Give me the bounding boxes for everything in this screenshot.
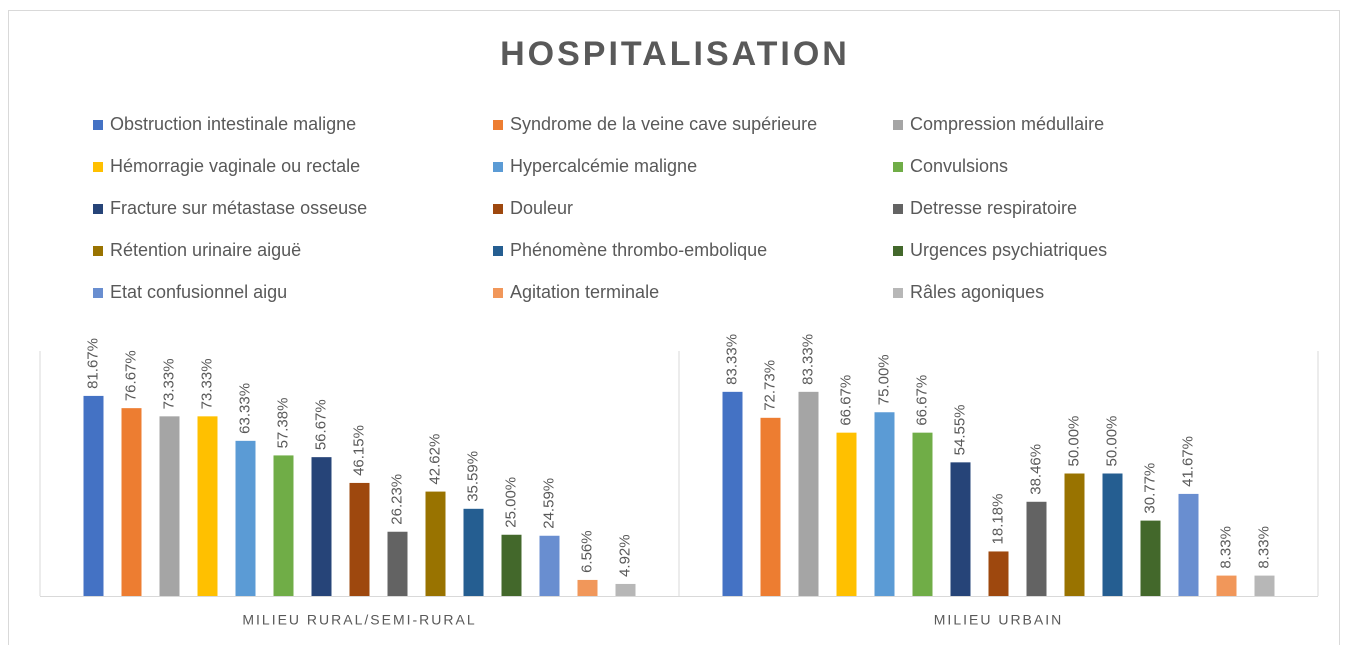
bar xyxy=(760,417,781,596)
legend-swatch xyxy=(493,204,503,214)
legend-label: Hémorragie vaginale ou rectale xyxy=(110,156,360,176)
data-label: 73.33% xyxy=(198,358,215,409)
data-label: 73.33% xyxy=(160,358,177,409)
legend-swatch xyxy=(893,162,903,172)
legend-label: Syndrome de la veine cave supérieure xyxy=(510,114,817,134)
data-label: 83.33% xyxy=(799,334,816,385)
data-label: 57.38% xyxy=(274,398,291,449)
legend-swatch xyxy=(493,246,503,256)
legend-swatch xyxy=(93,162,103,172)
legend-swatch xyxy=(493,162,503,172)
legend-swatch xyxy=(493,288,503,298)
data-label: 38.46% xyxy=(1027,444,1044,495)
legend-swatch xyxy=(93,288,103,298)
bar xyxy=(273,455,294,596)
bar xyxy=(463,508,484,596)
bar xyxy=(349,482,370,596)
legend-swatch xyxy=(93,120,103,130)
chart-title: HOSPITALISATION xyxy=(500,35,850,73)
legend-label: Hypercalcémie maligne xyxy=(510,156,697,176)
legend-swatch xyxy=(893,204,903,214)
data-label: 54.55% xyxy=(951,404,968,455)
bar xyxy=(1216,575,1237,596)
legend-label: Compression médullaire xyxy=(910,114,1104,134)
bar xyxy=(577,579,598,596)
data-label: 83.33% xyxy=(723,334,740,385)
data-label: 66.67% xyxy=(913,375,930,426)
x-tick-label: MILIEU URBAIN xyxy=(934,612,1063,628)
legend-swatch xyxy=(893,288,903,298)
legend-label: Convulsions xyxy=(910,156,1008,176)
bar xyxy=(1064,473,1085,596)
data-label: 8.33% xyxy=(1217,526,1234,569)
data-label: 72.73% xyxy=(761,360,778,411)
data-label: 46.15% xyxy=(350,425,367,476)
bar xyxy=(1026,501,1047,596)
legend-label: Râles agoniques xyxy=(910,282,1044,302)
bar xyxy=(874,412,895,596)
legend-swatch xyxy=(893,120,903,130)
bar xyxy=(722,391,743,596)
data-label: 50.00% xyxy=(1103,416,1120,467)
chart-frame xyxy=(8,10,1340,645)
data-label: 50.00% xyxy=(1065,416,1082,467)
data-label: 24.59% xyxy=(540,478,557,529)
bar xyxy=(836,432,857,596)
legend-label: Detresse respiratoire xyxy=(910,198,1077,218)
data-label: 42.62% xyxy=(426,434,443,485)
data-label: 4.92% xyxy=(616,534,633,577)
bar xyxy=(798,391,819,596)
legend-swatch xyxy=(93,246,103,256)
bar xyxy=(311,457,332,596)
bar xyxy=(950,462,971,596)
legend-swatch xyxy=(93,204,103,214)
legend-label: Obstruction intestinale maligne xyxy=(110,114,356,134)
data-label: 18.18% xyxy=(989,494,1006,545)
data-label: 25.00% xyxy=(502,477,519,528)
data-label: 76.67% xyxy=(122,350,139,401)
data-label: 56.67% xyxy=(312,399,329,450)
bar xyxy=(1102,473,1123,596)
data-label: 41.67% xyxy=(1179,436,1196,487)
legend-label: Etat confusionnel aigu xyxy=(110,282,287,302)
bar xyxy=(197,416,218,596)
legend-swatch xyxy=(493,120,503,130)
bar xyxy=(1254,575,1275,596)
legend-label: Douleur xyxy=(510,198,573,218)
bar xyxy=(501,534,522,596)
data-label: 66.67% xyxy=(837,375,854,426)
bar xyxy=(539,535,560,596)
bar xyxy=(159,416,180,596)
bar xyxy=(83,395,104,596)
bar xyxy=(425,491,446,596)
data-label: 8.33% xyxy=(1255,526,1272,569)
data-label: 6.56% xyxy=(578,530,595,573)
legend-label: Agitation terminale xyxy=(510,282,659,302)
bar xyxy=(387,531,408,596)
data-label: 63.33% xyxy=(236,383,253,434)
data-label: 81.67% xyxy=(84,338,101,389)
bar xyxy=(988,551,1009,596)
legend-label: Rétention urinaire aiguë xyxy=(110,240,301,260)
bar xyxy=(1178,493,1199,596)
data-label: 75.00% xyxy=(875,354,892,405)
data-label: 35.59% xyxy=(464,451,481,502)
legend-label: Urgences psychiatriques xyxy=(910,240,1107,260)
bar xyxy=(121,408,142,596)
bar xyxy=(1140,520,1161,596)
data-label: 30.77% xyxy=(1141,463,1158,514)
legend-swatch xyxy=(893,246,903,256)
data-label: 26.23% xyxy=(388,474,405,525)
bar xyxy=(912,432,933,596)
x-tick-label: MILIEU RURAL/SEMI-RURAL xyxy=(242,612,476,628)
legend-label: Fracture sur métastase osseuse xyxy=(110,198,367,218)
bar xyxy=(235,440,256,596)
legend-label: Phénomène thrombo-embolique xyxy=(510,240,767,260)
bar xyxy=(615,583,636,596)
